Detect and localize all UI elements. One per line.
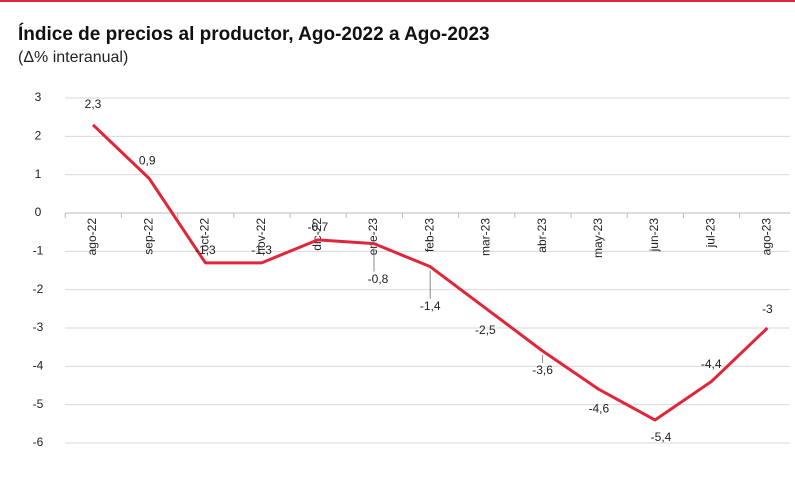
- x-tick-label: jul-23: [703, 218, 717, 249]
- x-tick-label: may-23: [591, 218, 605, 258]
- data-label: 0,9: [139, 154, 156, 168]
- x-tick-label: ago-23: [760, 218, 774, 256]
- x-tick-label: feb-23: [422, 218, 436, 252]
- y-tick-label: -3: [33, 320, 44, 334]
- y-tick-label: 1: [35, 167, 42, 181]
- data-label: -0,7: [307, 220, 328, 234]
- data-label: -4,6: [588, 402, 609, 416]
- y-tick-label: 0: [35, 205, 42, 219]
- data-label: -3,6: [532, 363, 553, 377]
- top-border: [0, 0, 795, 2]
- data-label: -1,3: [251, 243, 272, 257]
- x-tick-label: mar-23: [479, 218, 493, 256]
- data-label: -0,8: [368, 272, 389, 286]
- x-tick-label: abr-23: [535, 218, 549, 253]
- y-tick-label: -6: [33, 435, 44, 449]
- data-label: -2,5: [475, 323, 496, 337]
- x-tick-label: ene-23: [366, 218, 380, 256]
- y-tick-label: -2: [33, 282, 44, 296]
- data-label: 2,3: [85, 97, 102, 111]
- x-tick-label: ago-22: [85, 218, 99, 256]
- x-tick-label: nov-22: [254, 218, 268, 255]
- y-tick-label: -1: [33, 244, 44, 258]
- data-label: -4,4: [701, 357, 722, 371]
- x-tick-label: sep-22: [141, 218, 155, 255]
- x-tick-label: oct-22: [198, 218, 212, 252]
- y-tick-label: 2: [35, 129, 42, 143]
- chart-title: Índice de precios al productor, Ago-2022…: [18, 23, 490, 45]
- y-tick-label: -4: [33, 359, 44, 373]
- data-label: -1,3: [195, 243, 216, 257]
- x-tick-label: jun-23: [647, 218, 661, 253]
- data-line: [91, 123, 769, 422]
- chart-subtitle: (Δ% interanual): [18, 49, 128, 66]
- data-label: -3: [762, 302, 773, 316]
- y-tick-label: -5: [33, 397, 44, 411]
- y-tick-label: 3: [35, 90, 42, 104]
- data-label: -5,4: [651, 430, 672, 444]
- data-label: -1,4: [420, 299, 441, 313]
